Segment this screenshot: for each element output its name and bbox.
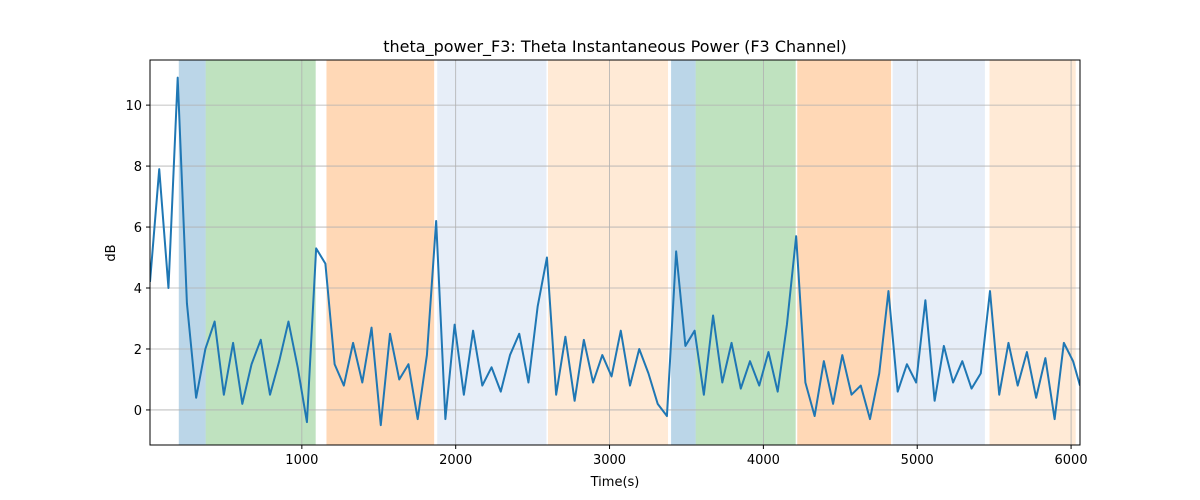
data-line (150, 76, 1080, 427)
shaded-span (437, 60, 547, 445)
shaded-span (178, 60, 206, 445)
y-tick-label: 2 (134, 343, 142, 358)
x-tick-label: 1000 (285, 453, 318, 468)
shaded-span (671, 60, 696, 445)
y-tick-label: 10 (125, 99, 142, 114)
x-axis-label: Time(s) (590, 475, 640, 490)
shaded-span (695, 60, 796, 445)
y-axis-label: dB (104, 244, 119, 261)
chart-title: theta_power_F3: Theta Instantaneous Powe… (383, 37, 847, 57)
shaded-span (989, 60, 1076, 445)
y-tick-label: 8 (134, 160, 142, 175)
x-tick-label: 4000 (747, 453, 780, 468)
shaded-span (205, 60, 316, 445)
x-tick-label: 2000 (439, 453, 472, 468)
y-tick-label: 4 (134, 282, 142, 297)
x-tick-label: 5000 (901, 453, 934, 468)
x-tick-label: 6000 (1055, 453, 1088, 468)
y-tick-label: 6 (134, 221, 142, 236)
shaded-span (548, 60, 668, 445)
shaded-span (326, 60, 435, 445)
x-tick-label: 3000 (593, 453, 626, 468)
y-tick-label: 0 (134, 404, 142, 419)
axes-frame (149, 59, 1081, 446)
shaded-span (797, 60, 892, 445)
